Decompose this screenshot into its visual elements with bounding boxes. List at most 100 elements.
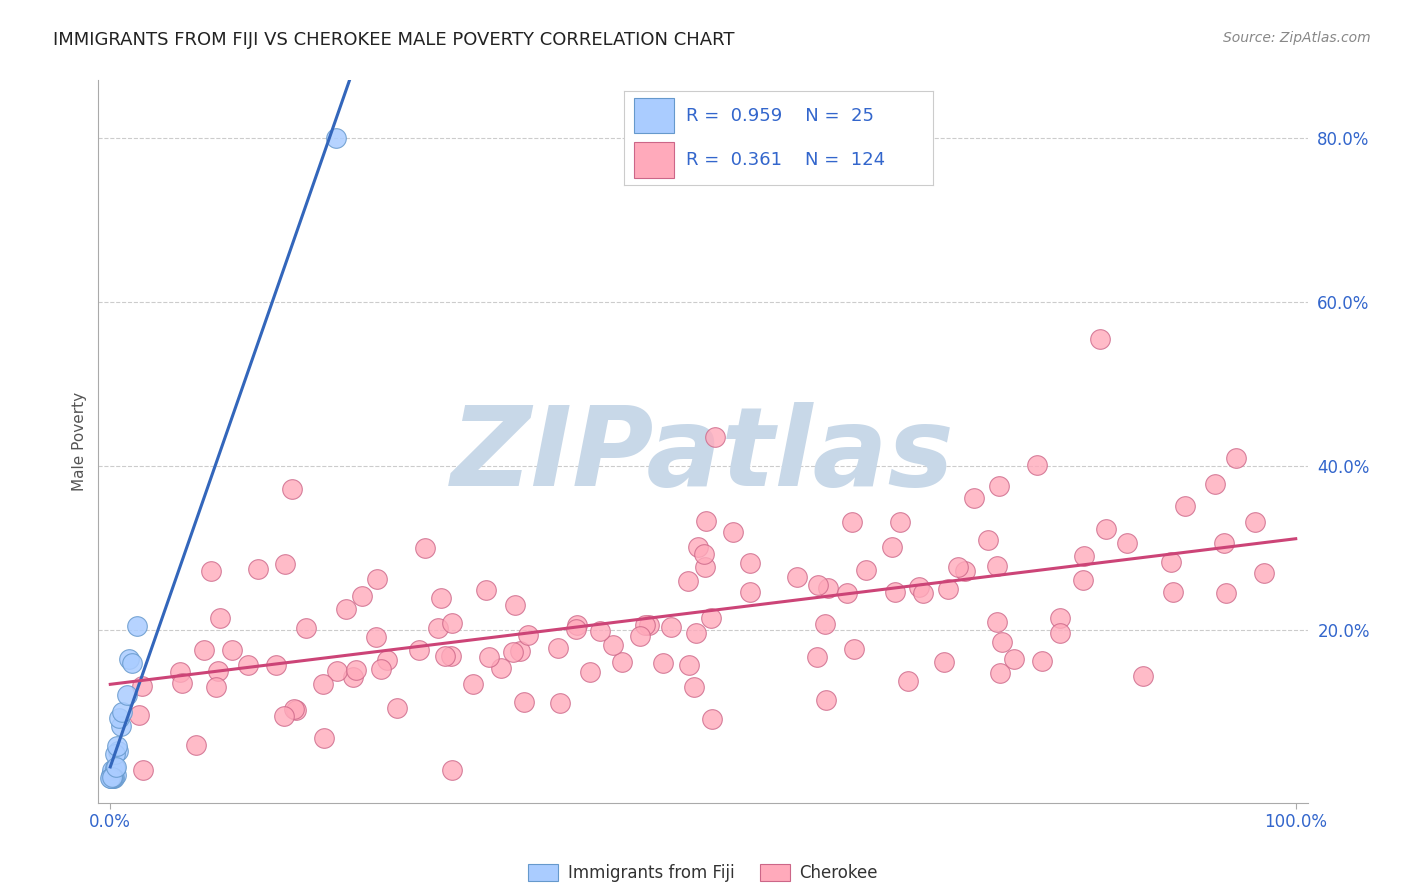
Point — [440, 763, 463, 777]
Point — [314, 731, 336, 745]
Point — [986, 558, 1008, 573]
Point — [474, 583, 496, 598]
Point — [370, 662, 392, 676]
Point — [103, 747, 125, 761]
Point — [281, 482, 304, 496]
Point — [987, 479, 1010, 493]
Point — [547, 641, 569, 656]
Point — [1215, 585, 1237, 599]
Point — [283, 702, 305, 716]
Point — [986, 615, 1008, 629]
Point — [988, 665, 1011, 680]
Point — [101, 764, 124, 778]
Point — [693, 560, 716, 574]
Point — [638, 618, 661, 632]
Point — [408, 642, 430, 657]
Point — [208, 611, 231, 625]
Point — [503, 599, 526, 613]
Point — [101, 771, 124, 785]
Point — [721, 525, 744, 540]
Point — [132, 763, 155, 777]
Point — [104, 760, 127, 774]
Point — [844, 642, 866, 657]
Point — [489, 661, 512, 675]
Point — [889, 515, 911, 529]
Legend: Immigrants from Fiji, Cherokee: Immigrants from Fiji, Cherokee — [522, 857, 884, 888]
Point — [740, 556, 762, 570]
Point — [375, 653, 398, 667]
Point — [806, 650, 828, 665]
Point — [117, 688, 139, 702]
Point — [285, 703, 308, 717]
Point — [385, 700, 408, 714]
Point — [127, 619, 149, 633]
Point — [184, 738, 207, 752]
Point — [128, 707, 150, 722]
Point — [602, 638, 624, 652]
Point — [807, 578, 830, 592]
Point — [100, 771, 122, 785]
Point — [688, 540, 710, 554]
Point — [433, 649, 456, 664]
Point — [548, 696, 571, 710]
Point — [513, 694, 536, 708]
Point — [325, 130, 347, 145]
Point — [1253, 566, 1275, 581]
Y-axis label: Male Poverty: Male Poverty — [72, 392, 87, 491]
Point — [628, 629, 651, 643]
Point — [1204, 476, 1226, 491]
Point — [335, 602, 357, 616]
Text: Source: ZipAtlas.com: Source: ZipAtlas.com — [1223, 31, 1371, 45]
Point — [516, 628, 538, 642]
Point — [610, 655, 633, 669]
Point — [814, 693, 837, 707]
Point — [955, 564, 977, 578]
Point — [1031, 654, 1053, 668]
Point — [1163, 585, 1185, 599]
Point — [111, 705, 134, 719]
Point — [104, 761, 127, 775]
Point — [1213, 536, 1236, 550]
Point — [169, 665, 191, 679]
Point — [934, 656, 956, 670]
Bar — [634, 142, 673, 178]
Point — [440, 648, 463, 663]
Point — [1088, 332, 1111, 346]
Point — [295, 621, 318, 635]
Point — [100, 768, 122, 782]
Point — [502, 645, 524, 659]
Point — [936, 582, 959, 596]
Point — [101, 771, 124, 785]
Point — [205, 680, 228, 694]
Point — [897, 673, 920, 688]
Text: ZIPatlas: ZIPatlas — [451, 402, 955, 509]
Point — [695, 515, 717, 529]
Point — [110, 719, 132, 733]
Point — [907, 580, 929, 594]
Point — [1174, 499, 1197, 513]
Point — [193, 643, 215, 657]
Point — [1244, 516, 1267, 530]
Point — [101, 771, 124, 785]
Point — [104, 767, 127, 781]
Point — [699, 611, 721, 625]
Point — [1026, 458, 1049, 473]
Point — [100, 771, 122, 785]
Point — [1160, 556, 1182, 570]
Point — [104, 761, 127, 775]
Point — [948, 559, 970, 574]
Point — [430, 591, 453, 606]
Point — [509, 644, 531, 658]
Point — [118, 651, 141, 665]
Point — [1073, 549, 1095, 563]
Point — [1049, 625, 1071, 640]
Point — [1002, 652, 1025, 666]
Point — [200, 564, 222, 578]
Point — [835, 586, 858, 600]
Point — [427, 621, 450, 635]
Point — [344, 663, 367, 677]
Point — [274, 558, 297, 572]
Point — [413, 541, 436, 556]
Point — [991, 635, 1014, 649]
Point — [659, 620, 682, 634]
